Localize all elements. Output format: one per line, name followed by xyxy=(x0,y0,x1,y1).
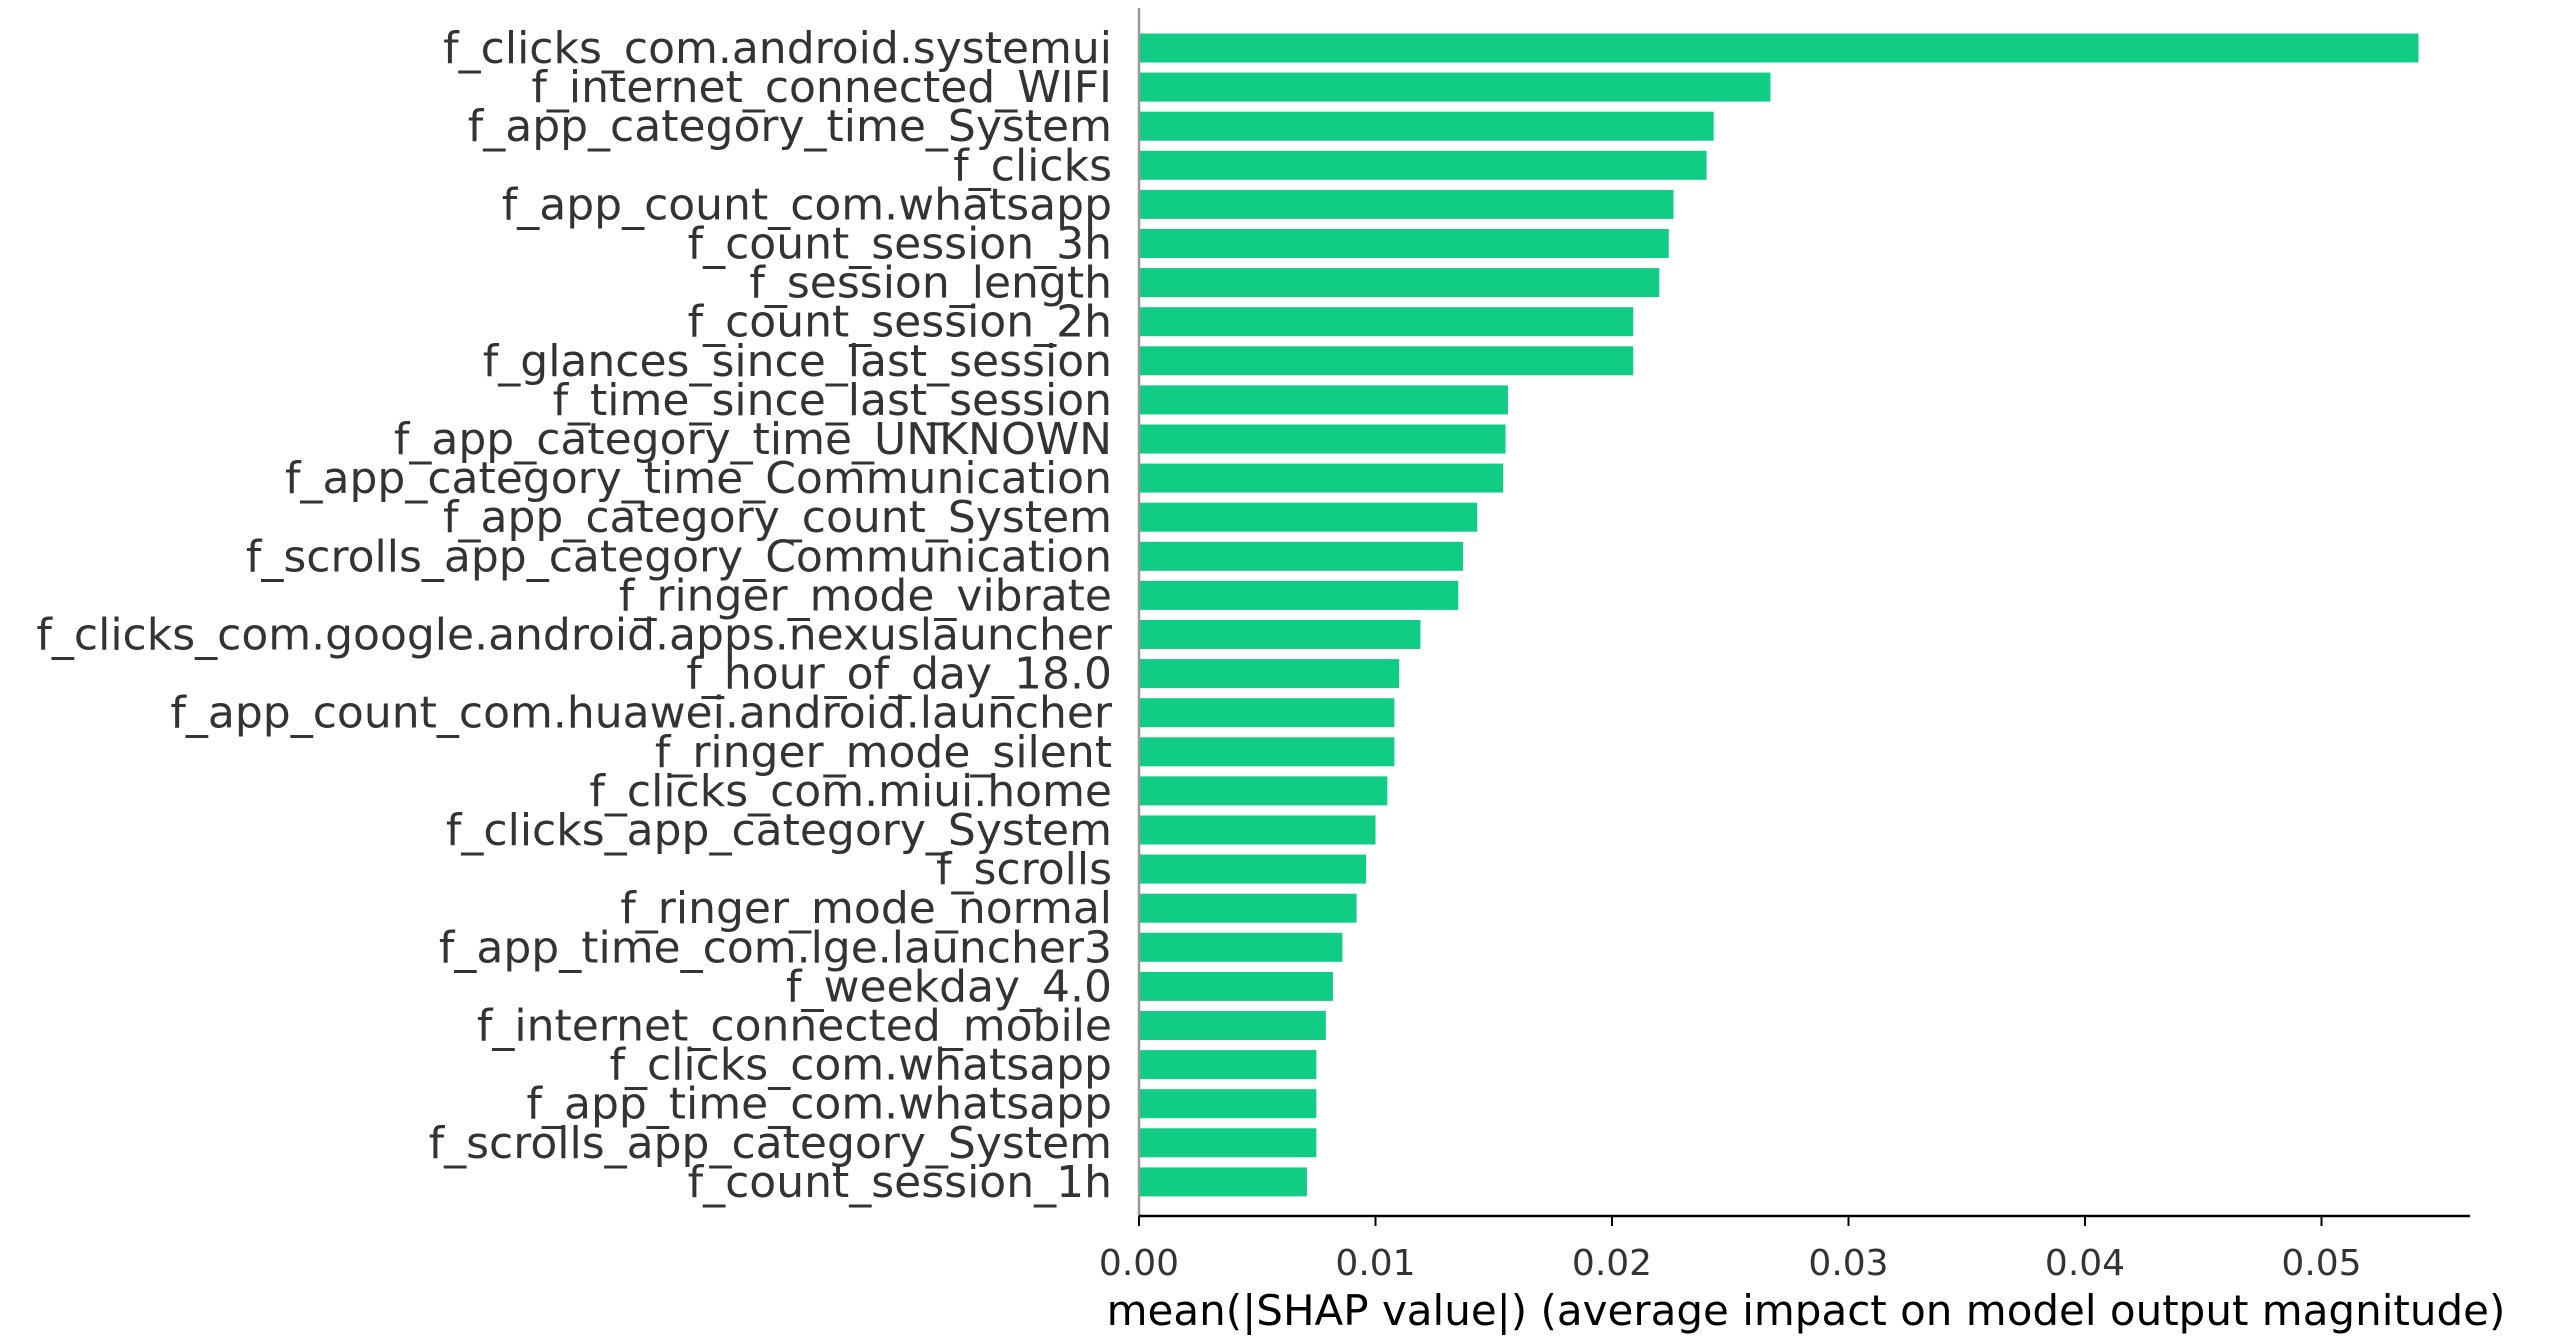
feature-label: f_weekday_4.0 xyxy=(786,961,1112,1012)
bar xyxy=(1139,854,1367,884)
feature-label: f_hour_of_day_18.0 xyxy=(686,649,1112,700)
feature-label: f_scrolls_app_category_Communication xyxy=(246,531,1112,582)
feature-label: f_count_session_3h xyxy=(688,219,1112,270)
bar xyxy=(1139,346,1634,376)
feature-label: f_clicks_com.miui.home xyxy=(589,766,1112,817)
x-ticks-group: 0.00 0.01 0.02 0.03 0.04 0.05 xyxy=(1099,1216,2362,1284)
feature-label: f_app_count_com.whatsapp xyxy=(502,179,1112,230)
bars-group xyxy=(1139,33,2419,1197)
bar xyxy=(1139,502,1478,532)
feature-label: f_ringer_mode_silent xyxy=(655,727,1112,778)
bar xyxy=(1139,776,1388,806)
bar xyxy=(1139,971,1333,1001)
bar xyxy=(1139,698,1395,728)
x-tick-label: 0.03 xyxy=(1808,1243,1888,1284)
bar xyxy=(1139,229,1669,258)
x-tick-label: 0.05 xyxy=(2281,1243,2361,1284)
bar xyxy=(1139,1089,1317,1119)
feature-label: f_app_count_com.huawei.android.launcher xyxy=(170,688,1112,739)
bar xyxy=(1139,111,1714,141)
feature-label: f_clicks_com.whatsapp xyxy=(609,1040,1112,1091)
x-tick-label: 0.01 xyxy=(1335,1243,1415,1284)
bar xyxy=(1139,737,1395,767)
feature-label: f_app_time_com.whatsapp xyxy=(526,1079,1112,1130)
x-tick-label: 0.00 xyxy=(1099,1243,1179,1284)
feature-label: f_session_length xyxy=(749,258,1112,309)
bar xyxy=(1139,659,1400,689)
bar xyxy=(1139,1050,1317,1080)
feature-label: f_app_category_time_System xyxy=(468,101,1112,152)
feature-label: f_clicks_com.google.android.apps.nexusla… xyxy=(36,610,1113,661)
feature-label: f_count_session_2h xyxy=(688,297,1112,348)
feature-label: f_app_category_time_UNKNOWN xyxy=(394,414,1112,465)
feature-label: f_internet_connected_mobile xyxy=(477,1001,1112,1052)
feature-label: f_clicks_app_category_System xyxy=(446,805,1112,856)
bar xyxy=(1139,424,1506,454)
x-tick-label: 0.02 xyxy=(1572,1243,1652,1284)
bar xyxy=(1139,932,1343,962)
bar xyxy=(1139,33,2419,63)
feature-label: f_scrolls xyxy=(936,844,1112,895)
bar xyxy=(1139,463,1504,493)
bar xyxy=(1139,580,1459,610)
feature-label: f_app_category_time_Communication xyxy=(285,453,1112,504)
feature-label: f_glances_since_last_session xyxy=(483,336,1112,387)
x-tick-label: 0.04 xyxy=(2045,1243,2125,1284)
feature-label: f_app_category_count_System xyxy=(443,492,1112,543)
x-axis-title: mean(|SHAP value|) (average impact on mo… xyxy=(1107,1286,2506,1335)
feature-label: f_clicks xyxy=(953,140,1112,191)
bar xyxy=(1139,385,1508,415)
bar xyxy=(1139,620,1421,649)
bar xyxy=(1139,893,1357,923)
bar xyxy=(1139,189,1674,219)
feature-label: f_clicks_com.android.systemui xyxy=(443,23,1112,74)
bar xyxy=(1139,72,1771,102)
feature-label: f_app_time_com.lge.launcher3 xyxy=(439,922,1112,973)
feature-label: f_ringer_mode_normal xyxy=(620,883,1112,934)
feature-label: f_count_session_1h xyxy=(688,1157,1112,1208)
feature-labels-group: f_clicks_com.android.systemuif_internet_… xyxy=(36,23,1113,1208)
bar xyxy=(1139,1011,1326,1040)
feature-label: f_internet_connected_WIFI xyxy=(531,62,1112,113)
bar xyxy=(1139,307,1634,337)
bar xyxy=(1139,815,1376,845)
feature-label: f_scrolls_app_category_System xyxy=(429,1118,1112,1169)
bar xyxy=(1139,268,1660,298)
bar xyxy=(1139,1167,1307,1197)
bar xyxy=(1139,1128,1317,1158)
feature-label: f_time_since_last_session xyxy=(553,375,1112,426)
bar xyxy=(1139,150,1707,180)
feature-label: f_ringer_mode_vibrate xyxy=(619,570,1112,621)
bar xyxy=(1139,541,1464,571)
